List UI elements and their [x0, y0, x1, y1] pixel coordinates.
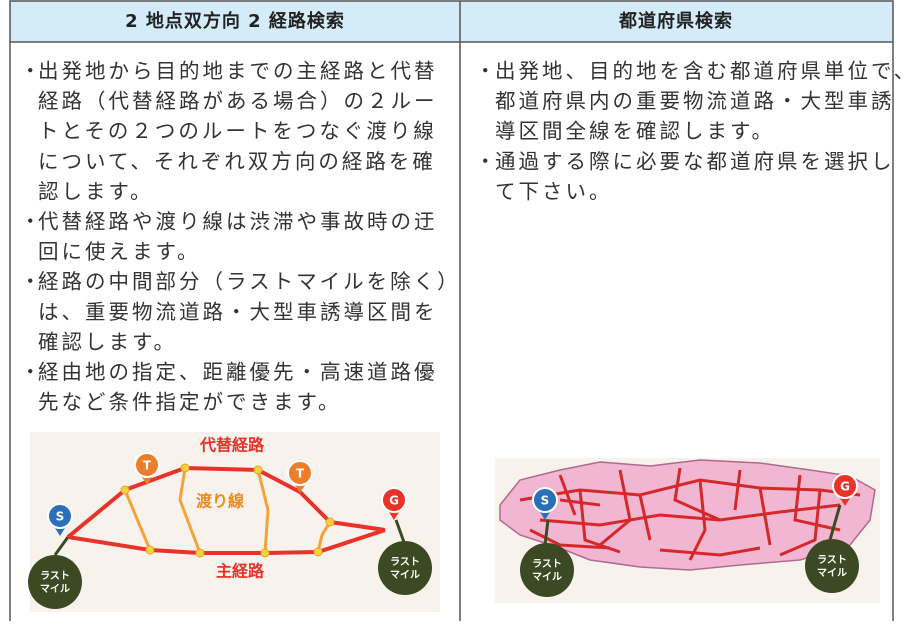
road-network [688, 479, 707, 561]
pin-label: S [541, 494, 550, 508]
pin-label: T [143, 459, 152, 473]
bullet-text: について、それぞれ双方向の経路を確 [38, 149, 436, 173]
last-mile-label: マイル [817, 567, 847, 579]
route-node [325, 517, 335, 527]
pin-label: T [296, 467, 305, 481]
pin-label: G [389, 494, 399, 508]
alternative-label: 代替経路 [199, 436, 265, 455]
last-mile-label: マイル [390, 569, 420, 581]
road-network [733, 469, 742, 511]
left-diagram-bg [30, 432, 440, 612]
crossover-route [123, 489, 152, 551]
bullet-text: 経路（代替経路がある場合）の２ルー [38, 89, 438, 113]
road-network [758, 487, 772, 546]
bullet-text: 出発地から目的地までの主経路と代替 [38, 59, 438, 83]
header-row [10, 1, 893, 42]
column-header: 2 地点双方向 2 経路検索 [125, 10, 345, 32]
pin-head [832, 473, 858, 499]
route-node [180, 463, 190, 473]
last-mile-bubble [805, 539, 859, 593]
bullet-text: 通過する際に必要な都道府県を選択し [495, 149, 895, 173]
pin-head [381, 487, 407, 513]
last-mile-label: ラスト [390, 556, 420, 568]
route-node [195, 548, 205, 558]
bullet: ・ [475, 149, 499, 173]
bullet: ・ [20, 270, 44, 294]
last-mile-label: ラスト [817, 554, 847, 566]
route-node [313, 547, 323, 557]
bullet-text: 認します。 [38, 179, 153, 203]
main-label: 主経路 [216, 562, 265, 581]
bullet-text: は、重要物流道路・大型車誘導区間を [38, 300, 438, 324]
road-network [599, 469, 632, 547]
table-border [9, 0, 894, 625]
bullet: ・ [475, 59, 499, 83]
last-mile-label: ラスト [40, 570, 70, 582]
bullet-text: 導区間全線を確認します。 [495, 119, 775, 143]
main-route [67, 528, 386, 555]
road-network [638, 494, 652, 541]
bullet-text: 出発地、目的地を含む都道府県単位で、 [495, 59, 908, 83]
crossover-route [256, 469, 270, 554]
column-header: 都道府県検索 [618, 10, 733, 32]
bullet-text: 確認します。 [38, 330, 177, 354]
pin-head [287, 460, 313, 486]
pin-head [532, 487, 558, 513]
bullet-text: 経由地の指定、距離優先・高速道路優 [38, 360, 438, 384]
road-network [793, 474, 841, 532]
road-network [673, 467, 721, 522]
last-mile-line [53, 519, 407, 556]
bullet-text: 経路の中間部分（ラストマイルを除く） [38, 270, 461, 294]
road-network [558, 474, 577, 516]
bullet-text: 先など条件指定ができます。 [38, 390, 341, 414]
road-network [539, 503, 841, 527]
pin-label: S [56, 510, 65, 524]
bullet-text: 都道府県内の重要物流道路・大型車誘 [495, 89, 895, 113]
crossover-route [316, 521, 332, 553]
bullet: ・ [20, 210, 44, 234]
crossover-route [178, 467, 202, 554]
last-mile-line [543, 504, 842, 546]
route-node [120, 485, 130, 495]
bullet: ・ [20, 360, 44, 384]
bullet-text: トとその２つのルートをつなぐ渡り線 [38, 119, 437, 143]
road-network [529, 528, 611, 550]
crossover-label: 渡り線 [196, 492, 244, 511]
route-node [260, 548, 270, 558]
road-network [659, 546, 761, 557]
road-network [559, 498, 601, 507]
last-mile-bubble [520, 543, 574, 597]
pin-label: G [840, 480, 850, 494]
road-network [779, 489, 822, 557]
bullet-text: 代替経路や渡り線は渋滞や事故時の迂 [38, 210, 438, 234]
route-node [145, 545, 155, 555]
bullet-text: て下さい。 [495, 179, 613, 203]
route-node [253, 465, 263, 475]
pin-head [134, 452, 160, 478]
bullet-text: 回に使えます。 [38, 240, 200, 264]
bullet: ・ [20, 59, 44, 83]
last-mile-label: マイル [40, 583, 70, 595]
last-mile-bubble [378, 541, 432, 595]
pin-head [47, 503, 73, 529]
last-mile-bubble [28, 555, 82, 609]
last-mile-label: マイル [532, 571, 562, 583]
last-mile-label: ラスト [532, 558, 562, 570]
